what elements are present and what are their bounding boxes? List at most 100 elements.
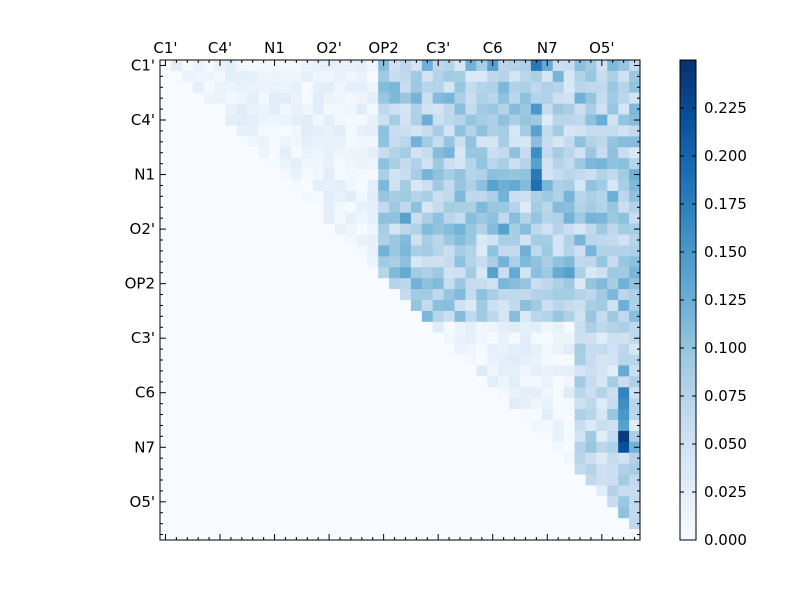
heatmap-cell <box>400 321 412 334</box>
heatmap-cell <box>552 365 565 377</box>
heatmap-cell <box>432 474 445 486</box>
heatmap-cell <box>487 376 499 388</box>
heatmap-cell <box>585 507 597 519</box>
heatmap-cell <box>334 136 346 148</box>
heatmap-cell <box>465 278 477 290</box>
heatmap-cell <box>334 212 346 225</box>
heatmap-cell <box>552 354 565 366</box>
heatmap-cell <box>247 180 259 192</box>
heatmap-cell <box>509 496 521 508</box>
heatmap-cell <box>356 343 368 355</box>
heatmap-cell <box>596 518 608 530</box>
heatmap-cell <box>345 398 357 410</box>
heatmap-cell <box>607 180 619 192</box>
heatmap-cell <box>345 234 357 246</box>
heatmap-cell <box>367 321 379 334</box>
heatmap-cell <box>421 223 434 235</box>
heatmap-cell <box>400 70 412 83</box>
heatmap-cell <box>334 430 346 443</box>
heatmap-cell <box>400 387 412 399</box>
heatmap-cell <box>301 507 314 519</box>
heatmap-cell <box>269 420 281 432</box>
heatmap-cell <box>552 387 565 399</box>
heatmap-cell <box>530 496 543 508</box>
heatmap-cell <box>487 430 499 443</box>
heatmap-cell <box>410 256 423 268</box>
heatmap-cell <box>301 103 314 115</box>
heatmap-cell <box>596 278 608 290</box>
heatmap-cell <box>334 343 346 355</box>
heatmap-cell <box>258 332 270 345</box>
heatmap-cell <box>356 147 368 159</box>
heatmap-cell <box>247 409 259 421</box>
heatmap-cell <box>378 190 390 203</box>
heatmap-cell <box>596 398 608 410</box>
heatmap-cell <box>618 234 630 246</box>
heatmap-cell <box>312 343 325 355</box>
heatmap-cell <box>607 507 619 519</box>
heatmap-cell <box>454 147 466 159</box>
heatmap-cell <box>476 409 488 421</box>
heatmap-cell <box>356 267 368 279</box>
heatmap-cell <box>181 387 194 399</box>
heatmap-cell <box>585 234 597 246</box>
heatmap-cell <box>607 300 619 312</box>
heatmap-cell <box>214 354 226 366</box>
heatmap-cell <box>160 365 172 377</box>
heatmap-cell <box>225 169 237 181</box>
heatmap-cell <box>563 354 575 366</box>
heatmap-cell <box>618 81 630 94</box>
heatmap-cell <box>367 452 379 465</box>
heatmap-cell <box>290 190 303 203</box>
heatmap-cell <box>400 125 412 137</box>
heatmap-cell <box>498 190 510 203</box>
heatmap-cell <box>389 234 401 246</box>
heatmap-cell <box>618 376 630 388</box>
heatmap-cell <box>269 158 281 170</box>
heatmap-cell <box>607 103 619 115</box>
heatmap-cell <box>312 354 325 366</box>
heatmap-cell <box>530 125 543 137</box>
heatmap-cell <box>432 365 445 377</box>
heatmap-cell <box>400 507 412 519</box>
heatmap-cell <box>465 267 477 279</box>
heatmap-cell <box>552 70 565 83</box>
heatmap-cell <box>345 125 357 137</box>
heatmap-cell <box>312 223 325 235</box>
heatmap-cell <box>618 409 630 421</box>
heatmap-cell <box>170 420 183 432</box>
heatmap-cell <box>498 125 510 137</box>
heatmap-cell <box>160 158 172 170</box>
heatmap-cell <box>476 463 488 475</box>
heatmap-cell <box>269 300 281 312</box>
heatmap-cell <box>541 289 554 301</box>
heatmap-cell <box>389 485 401 497</box>
heatmap-cell <box>530 136 543 148</box>
heatmap-cell <box>552 114 565 126</box>
heatmap-cell <box>541 201 554 214</box>
heatmap-cell <box>410 300 423 312</box>
heatmap-cell <box>356 420 368 432</box>
heatmap-cell <box>181 441 194 454</box>
heatmap-cell <box>312 387 325 399</box>
heatmap-cell <box>301 212 314 225</box>
heatmap-cell <box>530 321 543 334</box>
heatmap-cell <box>181 125 194 137</box>
heatmap-cell <box>476 114 488 126</box>
heatmap-cell <box>323 354 335 366</box>
heatmap-cell <box>476 332 488 345</box>
heatmap-cell <box>345 103 357 115</box>
heatmap-cell <box>629 310 641 323</box>
heatmap-cell <box>367 496 379 508</box>
heatmap-cell <box>236 70 248 83</box>
heatmap-cell <box>487 201 499 214</box>
heatmap-cell <box>378 158 390 170</box>
heatmap-cell <box>247 332 259 345</box>
heatmap-cell <box>498 300 510 312</box>
heatmap-cell <box>498 420 510 432</box>
heatmap-cell <box>465 321 477 334</box>
heatmap-cell <box>170 387 183 399</box>
heatmap-cell <box>400 452 412 465</box>
heatmap-cell <box>269 452 281 465</box>
